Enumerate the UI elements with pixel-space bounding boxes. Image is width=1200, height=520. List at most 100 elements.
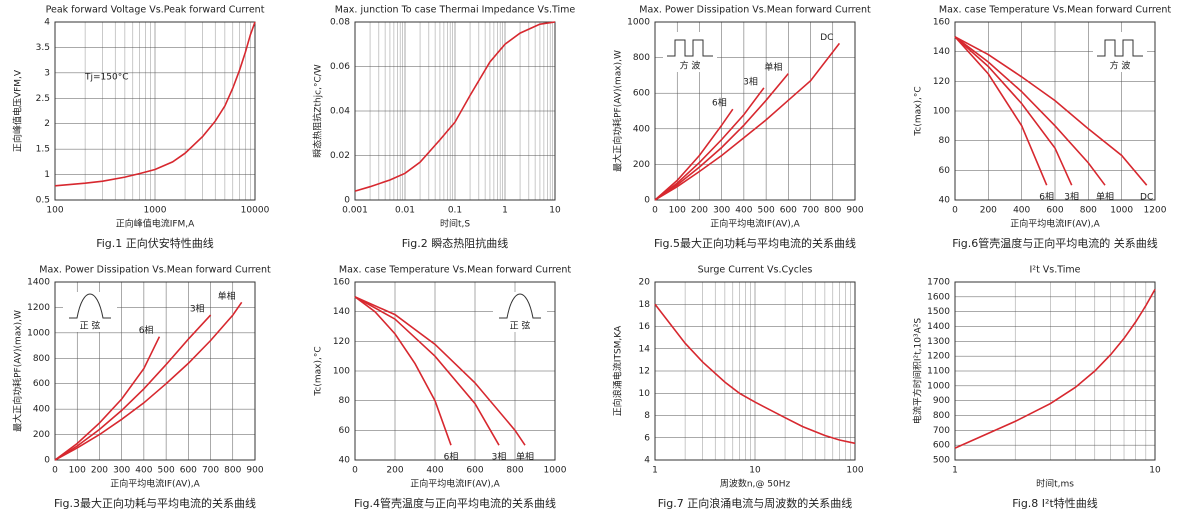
x-tick-label: 100 <box>846 466 863 476</box>
x-tick-label: 800 <box>506 466 523 476</box>
series-label: 3相 <box>743 75 758 87</box>
y-tick-label: 10 <box>639 389 651 399</box>
series-label: 3相 <box>190 303 205 315</box>
inset-box <box>63 292 117 332</box>
y-tick-label: 100 <box>333 367 350 377</box>
y-tick-label: 0 <box>644 196 650 206</box>
y-tick-label: 80 <box>339 396 351 406</box>
x-tick-label: 800 <box>824 206 841 216</box>
x-tick-label: 0.1 <box>448 206 462 216</box>
y-tick-label: 40 <box>939 196 951 206</box>
x-axis-label: 正向平均电流IF(AV),A <box>1010 218 1100 230</box>
inset-waveform <box>667 39 713 57</box>
x-tick-label: 600 <box>466 466 483 476</box>
x-axis-label: 正向平均电流IF(AV),A <box>710 218 800 230</box>
y-tick-label: 1600 <box>927 292 950 302</box>
x-tick-label: 700 <box>202 466 219 476</box>
curve <box>654 303 856 445</box>
y-tick-label: 1200 <box>927 352 950 362</box>
x-tick-label: 700 <box>802 206 819 216</box>
y-tick-label: 160 <box>933 18 950 28</box>
y-tick-label: 8 <box>644 411 650 421</box>
y-tick-label: 18 <box>639 300 651 310</box>
plot-frame <box>654 281 856 461</box>
x-tick-label: 1200 <box>1144 206 1167 216</box>
x-tick-label: 300 <box>113 466 130 476</box>
series-label: 单相 <box>1096 191 1114 203</box>
curve <box>354 296 452 446</box>
x-tick-label: 0 <box>652 206 658 216</box>
x-tick-label: 100 <box>46 206 63 216</box>
x-tick-label: 200 <box>691 206 708 216</box>
series-label: 单相 <box>218 290 236 302</box>
x-tick-label: 100 <box>669 206 686 216</box>
x-tick-label: 0.01 <box>395 206 415 216</box>
figure-caption: Fig.8 I²t特性曲线 <box>1012 496 1098 510</box>
figure-caption: Fig.2 瞬态热阻抗曲线 <box>402 236 509 250</box>
y-tick-label: 160 <box>333 278 350 288</box>
x-axis-label: 周波数n,@ 50Hz <box>720 478 791 490</box>
figure-caption: Fig.1 正向伏安特性曲线 <box>96 236 214 250</box>
y-tick-label: 200 <box>633 160 650 170</box>
y-tick-label: 1 <box>44 170 50 180</box>
y-tick-label: 800 <box>33 354 50 364</box>
chart: Max. Power Dissipation Vs.Mean forward C… <box>12 265 272 511</box>
x-tick-label: 800 <box>1080 206 1097 216</box>
x-tick-label: 600 <box>180 466 197 476</box>
x-tick-label: 300 <box>713 206 730 216</box>
curve <box>54 21 256 187</box>
y-tick-label: 1.5 <box>36 145 50 155</box>
series-label: 6相 <box>712 97 727 109</box>
series-label: 6相 <box>139 324 154 336</box>
curve <box>954 36 1106 186</box>
y-tick-label: 1500 <box>927 307 950 317</box>
series-label: DC <box>1140 193 1153 203</box>
y-tick-label: 3 <box>44 68 50 78</box>
chart-title: I²t Vs.Time <box>1029 265 1080 276</box>
x-tick-label: 400 <box>735 206 752 216</box>
y-tick-label: 1000 <box>927 381 950 391</box>
y-tick-label: 800 <box>633 53 650 63</box>
y-axis-label: Tc(max),°C <box>914 86 924 136</box>
x-tick-label: 500 <box>158 466 175 476</box>
x-axis-label: 正向平均电流IF(AV),A <box>410 478 500 490</box>
chart-title: Max. junction To case Thermai Impedance … <box>335 5 576 16</box>
y-tick-label: 200 <box>33 430 50 440</box>
chart-title: Max. Power Dissipation Vs.Mean forward C… <box>39 265 271 276</box>
figure-caption: Fig.6管壳温度与正向平均电流的 关系曲线 <box>952 236 1158 250</box>
chart: I²t Vs.Time 1 10 500 600 700 800 900 1000 1100 120… <box>912 265 1161 511</box>
chart: Max. Power Dissipation Vs.Mean forward C… <box>612 5 872 251</box>
y-tick-label: 4 <box>44 18 50 28</box>
chart: Max. case Temperature Vs.Mean forward Cu… <box>914 5 1172 251</box>
y-tick-label: 60 <box>939 166 951 176</box>
x-tick-label: 600 <box>1046 206 1063 216</box>
chart-title: Peak forward Voltage Vs.Peak forward Cur… <box>46 5 265 16</box>
y-axis-label: 最大正向功耗PF(AV)(max),W <box>612 50 624 172</box>
x-tick-label: 400 <box>135 466 152 476</box>
x-tick-label: 400 <box>1013 206 1030 216</box>
series-label: 单相 <box>764 61 782 73</box>
curve <box>654 42 841 201</box>
series-label: 单相 <box>516 451 534 463</box>
plot-frame <box>954 281 1156 461</box>
chart-title: Max. case Temperature Vs.Mean forward Cu… <box>339 265 572 276</box>
figure-caption: Fig.7 正向浪涌电流与周波数的关系曲线 <box>658 496 853 510</box>
y-tick-label: 80 <box>939 136 951 146</box>
x-tick-label: 1000 <box>144 206 167 216</box>
x-tick-label: 200 <box>91 466 108 476</box>
plot-frame <box>954 21 1156 201</box>
curve <box>354 296 500 446</box>
x-tick-label: 10 <box>749 466 761 476</box>
curve <box>54 301 243 461</box>
curve <box>354 21 556 192</box>
series-label: 3相 <box>492 451 507 463</box>
y-tick-label: 60 <box>339 426 351 436</box>
curve <box>954 36 1073 186</box>
chart-title: Max. Power Dissipation Vs.Mean forward C… <box>639 5 871 16</box>
curve <box>654 73 789 201</box>
y-tick-label: 1700 <box>927 278 950 288</box>
x-tick-label: 500 <box>758 206 775 216</box>
figure-caption: Fig.3最大正向功耗与平均电流的关系曲线 <box>54 496 256 510</box>
curve <box>954 36 1048 186</box>
x-tick-label: 0.001 <box>342 206 368 216</box>
